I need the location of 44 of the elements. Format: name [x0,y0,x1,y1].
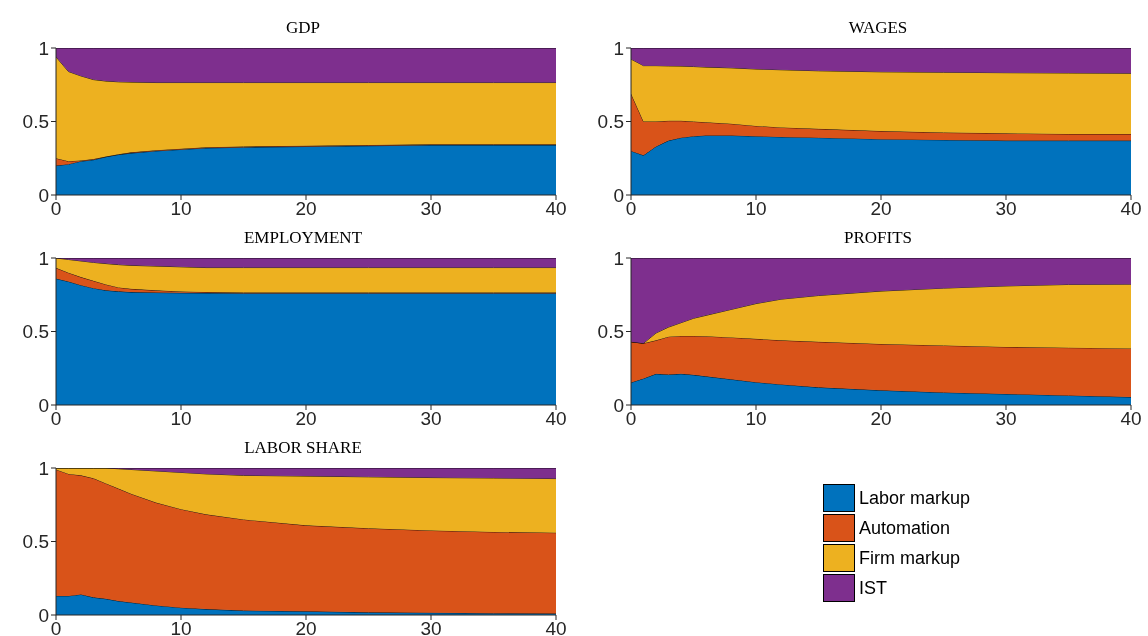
legend-label: Labor markup [859,487,971,509]
x-tick-label: 10 [745,408,767,430]
legend-label: Firm markup [859,547,961,569]
y-tick-label: 0.5 [597,321,624,343]
y-tick-label: 0 [613,184,624,206]
y-tick-label: 0.5 [22,531,49,553]
x-tick-label: 30 [420,198,442,220]
x-tick-label: 10 [170,618,192,636]
x-tick-label: 20 [295,408,317,430]
x-tick-label: 20 [295,618,317,636]
y-tick-label: 1 [38,37,49,59]
y-tick-label: 1 [613,37,624,59]
x-tick-label: 40 [545,198,567,220]
x-tick-label: 10 [745,198,767,220]
x-tick-label: 20 [295,198,317,220]
x-tick-label: 30 [420,618,442,636]
chart-title: WAGES [847,18,909,38]
legend-label: IST [859,577,888,599]
x-tick-label: 30 [420,408,442,430]
legend-label: Automation [859,517,951,539]
y-tick-label: 0 [38,184,49,206]
y-tick-label: 0 [613,394,624,416]
chart-title: PROFITS [843,228,913,248]
x-tick-label: 10 [170,198,192,220]
y-tick-label: 0.5 [22,111,49,133]
x-tick-label: 0 [50,618,62,636]
y-tick-label: 0.5 [597,111,624,133]
x-tick-label: 20 [870,408,892,430]
y-tick-label: 1 [613,247,624,269]
x-tick-label: 20 [870,198,892,220]
x-tick-label: 30 [995,408,1017,430]
y-tick-label: 1 [38,247,49,269]
y-tick-label: 0 [38,394,49,416]
chart-title: GDP [285,18,321,38]
x-tick-label: 40 [545,618,567,636]
x-tick-label: 30 [995,198,1017,220]
chart-title: LABOR SHARE [243,438,363,458]
x-tick-label: 40 [1120,408,1142,430]
y-tick-label: 1 [38,457,49,479]
x-tick-label: 10 [170,408,192,430]
y-tick-label: 0.5 [22,321,49,343]
x-tick-label: 40 [1120,198,1142,220]
chart-title: EMPLOYMENT [242,228,364,248]
x-tick-label: 40 [545,408,567,430]
